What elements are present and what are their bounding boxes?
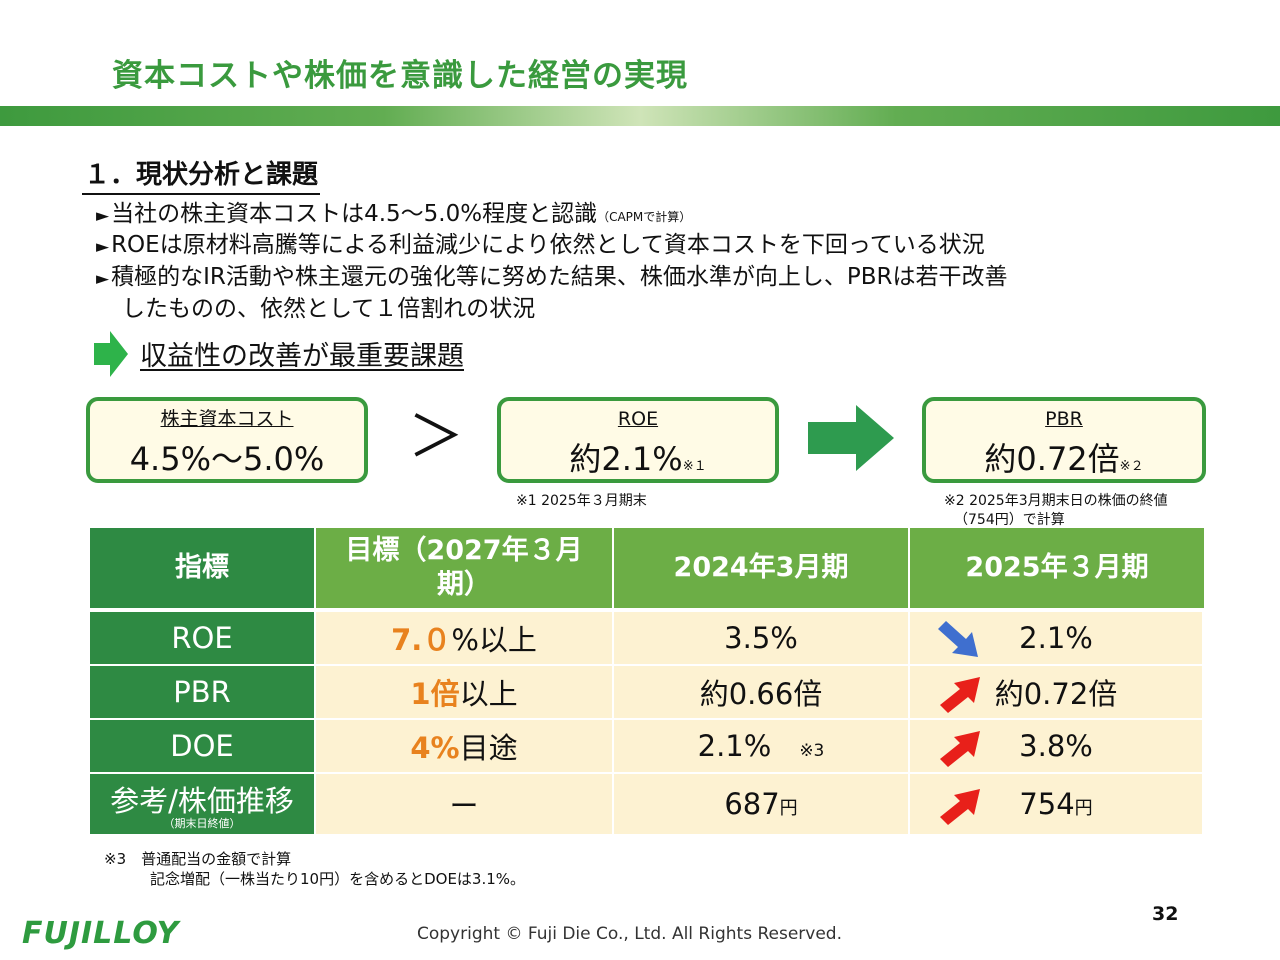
bullet-roe: ►ROEは原材料高騰等による利益減少により依然として資本コストを下回っている状況 bbox=[96, 229, 985, 263]
capital-cost-box: 株主資本コスト 4.5%～5.0% bbox=[86, 397, 368, 483]
target-roe-rest: %以上 bbox=[451, 623, 537, 657]
fy2025-doe: 3.8% bbox=[910, 720, 1204, 774]
header-indicator: 指標 bbox=[90, 528, 316, 612]
roe-value: 約2.1% bbox=[569, 440, 683, 478]
pbr-note: ※２ bbox=[1119, 459, 1144, 474]
company-logo: FUJILLOY bbox=[22, 916, 180, 951]
target-doe: 4%目途 bbox=[316, 720, 614, 774]
roe-note: ※１ bbox=[682, 459, 707, 474]
row-name-doe: DOE bbox=[90, 720, 316, 774]
roe-box: ROE 約2.1%※１ bbox=[497, 397, 779, 483]
bullet-marker-icon: ► bbox=[96, 206, 110, 226]
fy2024-doe-note: ※3 bbox=[799, 741, 825, 761]
trend-up-arrow-icon bbox=[940, 677, 980, 713]
fy2025-doe-value: 3.8% bbox=[1019, 729, 1093, 763]
fy2025-pbr-value: 約0.72倍 bbox=[994, 677, 1118, 711]
section-heading: １．現状分析と課題 bbox=[82, 158, 321, 195]
fy2025-roe-value: 2.1% bbox=[1019, 621, 1093, 655]
fy2024-doe: 2.1% ※3 bbox=[614, 720, 910, 774]
row-name-roe: ROE bbox=[90, 612, 316, 666]
fy2024-doe-value: 2.1% bbox=[697, 729, 772, 763]
fy2024-price-unit: 円 bbox=[779, 798, 798, 819]
target-pbr: 1倍以上 bbox=[316, 666, 614, 720]
header-target-line1: 目標（2027年３月 bbox=[345, 535, 583, 566]
header-target: 目標（2027年３月 期） bbox=[316, 528, 614, 612]
fy2024-price-value: 687 bbox=[724, 787, 780, 821]
copyright: Copyright © Fuji Die Co., Ltd. All Right… bbox=[417, 924, 842, 944]
footnote-3-line1: ※3 普通配当の金額で計算 bbox=[104, 850, 292, 868]
capital-cost-value: 4.5%～5.0% bbox=[129, 440, 325, 478]
bullet-marker-icon: ► bbox=[96, 269, 110, 289]
note-2-line1: ※2 2025年3月期末日の株価の終値 bbox=[944, 493, 1168, 509]
table-row: DOE 4%目途 2.1% ※3 3.8% bbox=[90, 720, 1204, 774]
roe-label: ROE bbox=[617, 408, 659, 430]
bullet-marker-icon: ► bbox=[96, 237, 110, 257]
table-header-row: 指標 目標（2027年３月 期） 2024年3月期 2025年３月期 bbox=[90, 528, 1204, 612]
kpi-table: 指標 目標（2027年３月 期） 2024年3月期 2025年３月期 ROE 7… bbox=[90, 528, 1204, 836]
conclusion-text: 収益性の改善が最重要課題 bbox=[140, 341, 464, 372]
trend-down-arrow-icon bbox=[938, 621, 978, 657]
footnote-3-line2: 記念増配（一株当たり10円）を含めるとDOEは3.1%。 bbox=[150, 870, 526, 888]
bullet-text: ROEは原材料高騰等による利益減少により依然として資本コストを下回っている状況 bbox=[111, 232, 985, 258]
bullet-pbr: ►積極的なIR活動や株主還元の強化等に努めた結果、株価水準が向上し、PBRは若干… bbox=[96, 261, 1007, 295]
note-2: ※2 2025年3月期末日の株価の終値 （754円）で計算 bbox=[944, 492, 1168, 530]
pbr-box: PBR 約0.72倍※２ bbox=[922, 397, 1206, 483]
target-roe: 7.０%以上 bbox=[316, 612, 614, 666]
page-number: 32 bbox=[1152, 903, 1179, 925]
fy2025-pbr: 約0.72倍 bbox=[910, 666, 1204, 720]
fy2024-pbr: 約0.66倍 bbox=[614, 666, 910, 720]
title-underline-bar bbox=[0, 106, 1280, 126]
row-name-price-main: 参考/株価推移 bbox=[110, 784, 294, 818]
bullet-capital-cost: ►当社の株主資本コストは4.5～5.0%程度と認識（CAPMで計算） bbox=[96, 198, 691, 233]
bullet-text: 積極的なIR活動や株主還元の強化等に努めた結果、株価水準が向上し、PBRは若干改… bbox=[111, 264, 1008, 290]
table-row: PBR 1倍以上 約0.66倍 約0.72倍 bbox=[90, 666, 1204, 720]
header-fy2024: 2024年3月期 bbox=[614, 528, 910, 612]
target-doe-rest: 目途 bbox=[459, 731, 518, 765]
fy2025-price-value: 754 bbox=[1019, 787, 1075, 821]
green-arrow-right-icon bbox=[94, 331, 128, 377]
target-price: ー bbox=[316, 774, 614, 836]
page-title: 資本コストや株価を意識した経営の実現 bbox=[112, 58, 688, 94]
table-row: 参考/株価推移 （期末日終値） ー 687円 754円 bbox=[90, 774, 1204, 836]
fy2024-price: 687円 bbox=[614, 774, 910, 836]
table-row: ROE 7.０%以上 3.5% 2.1% bbox=[90, 612, 1204, 666]
fy2025-price: 754円 bbox=[910, 774, 1204, 836]
target-doe-highlight: 4% bbox=[410, 731, 460, 765]
row-name-pbr: PBR bbox=[90, 666, 316, 720]
pbr-value: 約0.72倍 bbox=[984, 440, 1120, 478]
target-roe-highlight: 7.０ bbox=[391, 623, 452, 657]
capital-cost-label: 株主資本コスト bbox=[160, 408, 294, 430]
header-fy2025: 2025年３月期 bbox=[910, 528, 1204, 612]
row-name-price-sub: （期末日終値） bbox=[163, 817, 241, 830]
bullet-text: 当社の株主資本コストは4.5～5.0%程度と認識 bbox=[111, 201, 598, 227]
fy2025-price-unit: 円 bbox=[1074, 798, 1093, 819]
trend-up-arrow-icon bbox=[940, 731, 980, 767]
fy2025-roe: 2.1% bbox=[910, 612, 1204, 666]
greater-than-sign: ＞ bbox=[408, 405, 464, 470]
target-pbr-rest: 以上 bbox=[459, 677, 518, 711]
target-pbr-highlight: 1倍 bbox=[410, 677, 460, 711]
pbr-label: PBR bbox=[1045, 408, 1083, 430]
row-name-price: 参考/株価推移 （期末日終値） bbox=[90, 774, 316, 836]
note-2-line2: （754円）で計算 bbox=[954, 512, 1065, 528]
trend-up-arrow-icon bbox=[940, 789, 980, 825]
arrow-right-icon bbox=[808, 405, 894, 471]
fy2024-roe: 3.5% bbox=[614, 612, 910, 666]
note-1: ※1 2025年３月期末 bbox=[516, 493, 647, 509]
bullet-note: （CAPMで計算） bbox=[597, 210, 692, 224]
header-target-line2: 期） bbox=[437, 569, 491, 600]
bullet-pbr-continued: したものの、依然として１倍割れの状況 bbox=[122, 296, 536, 322]
